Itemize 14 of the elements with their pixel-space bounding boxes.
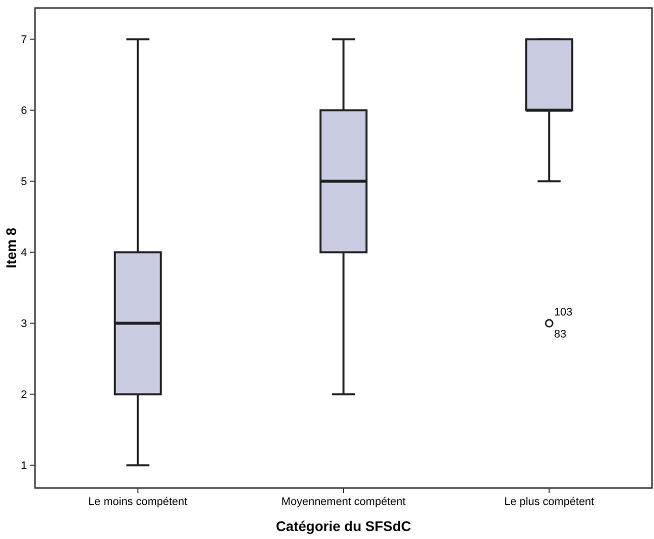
x-tick-label: Le moins compétent (88, 496, 188, 508)
y-axis-title: Item 8 (3, 228, 19, 268)
y-tick-label: 4 (20, 247, 27, 260)
annotation: 83 (554, 328, 566, 340)
x-axis-title: Catégorie du SFSdC (276, 518, 412, 534)
y-tick-label: 6 (20, 105, 27, 118)
y-tick-label: 5 (20, 176, 27, 188)
y-tick-label: 7 (20, 34, 27, 46)
y-tick-label: 3 (20, 318, 27, 330)
y-tick-label: 2 (20, 389, 27, 402)
x-tick-label: Moyennement compétent (281, 496, 406, 508)
annotation: 103 (554, 306, 573, 318)
x-tick-label: Le plus compétent (504, 496, 594, 508)
y-tick-label: 1 (20, 460, 27, 472)
